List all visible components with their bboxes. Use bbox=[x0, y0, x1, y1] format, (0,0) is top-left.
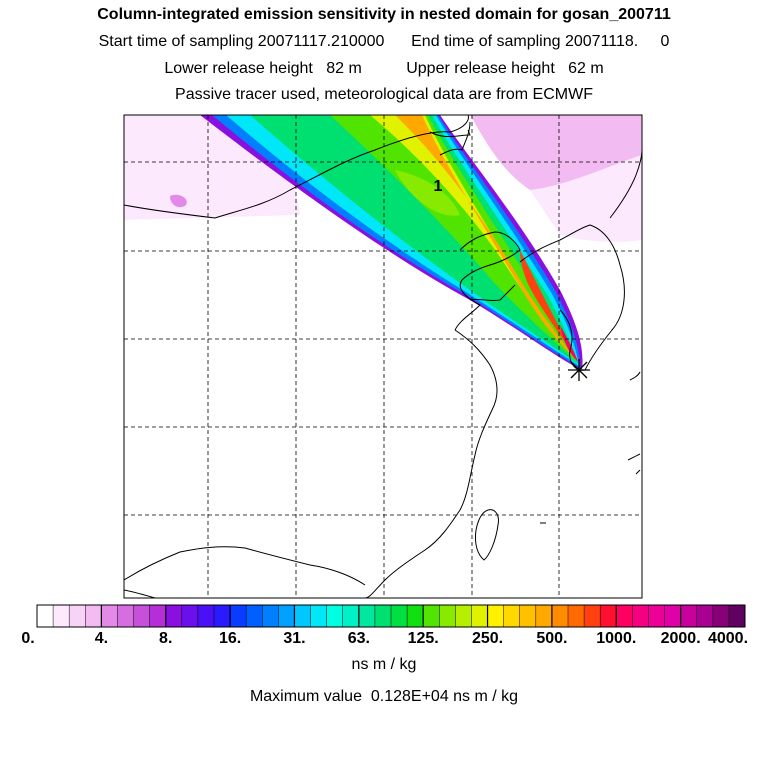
far-east-coast bbox=[609, 149, 642, 219]
colorbar-cell bbox=[214, 605, 231, 627]
colorbar-cell bbox=[342, 605, 360, 627]
colorbar-cell bbox=[358, 605, 376, 627]
release-height-line: Lower release height 82 m Upper release … bbox=[164, 60, 604, 77]
plume-orange bbox=[395, 115, 575, 358]
colorbar-cell bbox=[197, 605, 215, 627]
colorbar-cell bbox=[728, 605, 746, 627]
colorbar-tick-label: 4. bbox=[94, 630, 109, 647]
colorbar-cell bbox=[568, 605, 585, 627]
low-sensitivity-region-east bbox=[530, 155, 642, 243]
taiwan bbox=[475, 509, 499, 561]
coastlines bbox=[124, 115, 642, 598]
colorbar-tick-label: 16. bbox=[218, 630, 242, 647]
colorbar-cell bbox=[600, 605, 617, 627]
colorbar-tick-label: 125. bbox=[407, 630, 439, 647]
colorbar-cell bbox=[53, 605, 70, 627]
colorbar-cell bbox=[632, 605, 649, 627]
colorbar-cell bbox=[407, 605, 424, 627]
colorbar-cell bbox=[503, 605, 521, 627]
chart-title: Column-integrated emission sensitivity i… bbox=[97, 6, 671, 23]
colorbar-cell bbox=[133, 605, 151, 627]
colorbar-cell bbox=[69, 605, 86, 627]
colorbar-cell bbox=[149, 605, 167, 627]
colorbar-tick-label: 4000. bbox=[707, 630, 749, 647]
hainan-coast bbox=[124, 589, 156, 598]
plume-inner-patch bbox=[395, 170, 460, 216]
maximum-value-text: Maximum value 0.128E+04 ns m / kg bbox=[249, 688, 519, 705]
plume-inner-patch-2 bbox=[330, 150, 355, 182]
colorbar-cell bbox=[455, 605, 472, 627]
plume-lightgreen bbox=[330, 115, 577, 362]
colorbar-cell bbox=[664, 605, 682, 627]
colorbar-tick-label: 31. bbox=[283, 630, 306, 647]
colorbar-cell bbox=[85, 605, 102, 627]
low-sensitivity-patch bbox=[170, 194, 187, 208]
colorbar-cell bbox=[374, 605, 392, 627]
plume-core-magenta bbox=[560, 325, 578, 362]
colorbar-cell bbox=[487, 605, 505, 627]
colorbar-tick-label: 63. bbox=[347, 630, 370, 647]
japan-islands bbox=[540, 371, 641, 524]
sampling-time-line: Start time of sampling 20071117.210000 E… bbox=[98, 33, 670, 50]
korea-coast bbox=[519, 224, 625, 371]
colorbar-tick-label: 1000. bbox=[596, 630, 637, 647]
colorbar-cell bbox=[519, 605, 537, 627]
colorbar-cell bbox=[326, 605, 344, 627]
colorbar-tick-label: 0. bbox=[21, 630, 35, 647]
colorbar-frame bbox=[36, 604, 746, 628]
shandong-coast bbox=[469, 284, 516, 302]
colorbar-cell bbox=[262, 605, 279, 627]
colorbar-cell bbox=[551, 605, 569, 627]
north-border bbox=[124, 115, 469, 219]
colorbar-cell bbox=[680, 605, 698, 627]
tracer-info-line: Passive tracer used, meteorological data… bbox=[175, 86, 593, 103]
map-area bbox=[124, 115, 642, 598]
colorbar-cell bbox=[37, 605, 54, 627]
colorbar-cell bbox=[584, 605, 601, 627]
map-frame bbox=[123, 114, 643, 599]
colorbar-cell bbox=[278, 605, 295, 627]
colorbar-units: ns m / kg bbox=[351, 656, 417, 673]
colorbar-cell bbox=[165, 605, 183, 627]
colorbar-cell bbox=[117, 605, 135, 627]
colorbar-cell bbox=[423, 605, 440, 627]
grid-lines bbox=[124, 115, 642, 598]
east-border-top bbox=[429, 129, 471, 137]
interior-border bbox=[124, 546, 366, 586]
colorbar-tick-label: 8. bbox=[159, 630, 173, 647]
bohai-coast bbox=[454, 231, 521, 331]
northeast-coast bbox=[439, 121, 471, 156]
colorbar-cell bbox=[391, 605, 408, 627]
colorbar-cell bbox=[712, 605, 730, 627]
colorbar-cell bbox=[535, 605, 553, 627]
colorbar-cell bbox=[101, 605, 118, 627]
colorbar-cell bbox=[471, 605, 489, 627]
colorbar-tick-label: 500. bbox=[536, 630, 568, 647]
colorbar bbox=[37, 605, 746, 627]
colorbar-cell bbox=[294, 605, 312, 627]
receptor-marker bbox=[568, 359, 590, 381]
colorbar-cell bbox=[696, 605, 714, 627]
colorbar-cell bbox=[310, 605, 328, 627]
colorbar-cell bbox=[246, 605, 263, 627]
colorbar-tick-label: 250. bbox=[471, 630, 504, 647]
colorbar-cell bbox=[230, 605, 247, 627]
colorbar-cell bbox=[181, 605, 199, 627]
plume-label: 1 bbox=[434, 178, 443, 195]
plume-green bbox=[250, 115, 578, 364]
colorbar-cell bbox=[439, 605, 456, 627]
china-east-coast bbox=[364, 329, 498, 598]
colorbar-cell bbox=[616, 605, 633, 627]
colorbar-cell bbox=[648, 605, 666, 627]
colorbar-tick-label: 2000. bbox=[660, 630, 701, 647]
